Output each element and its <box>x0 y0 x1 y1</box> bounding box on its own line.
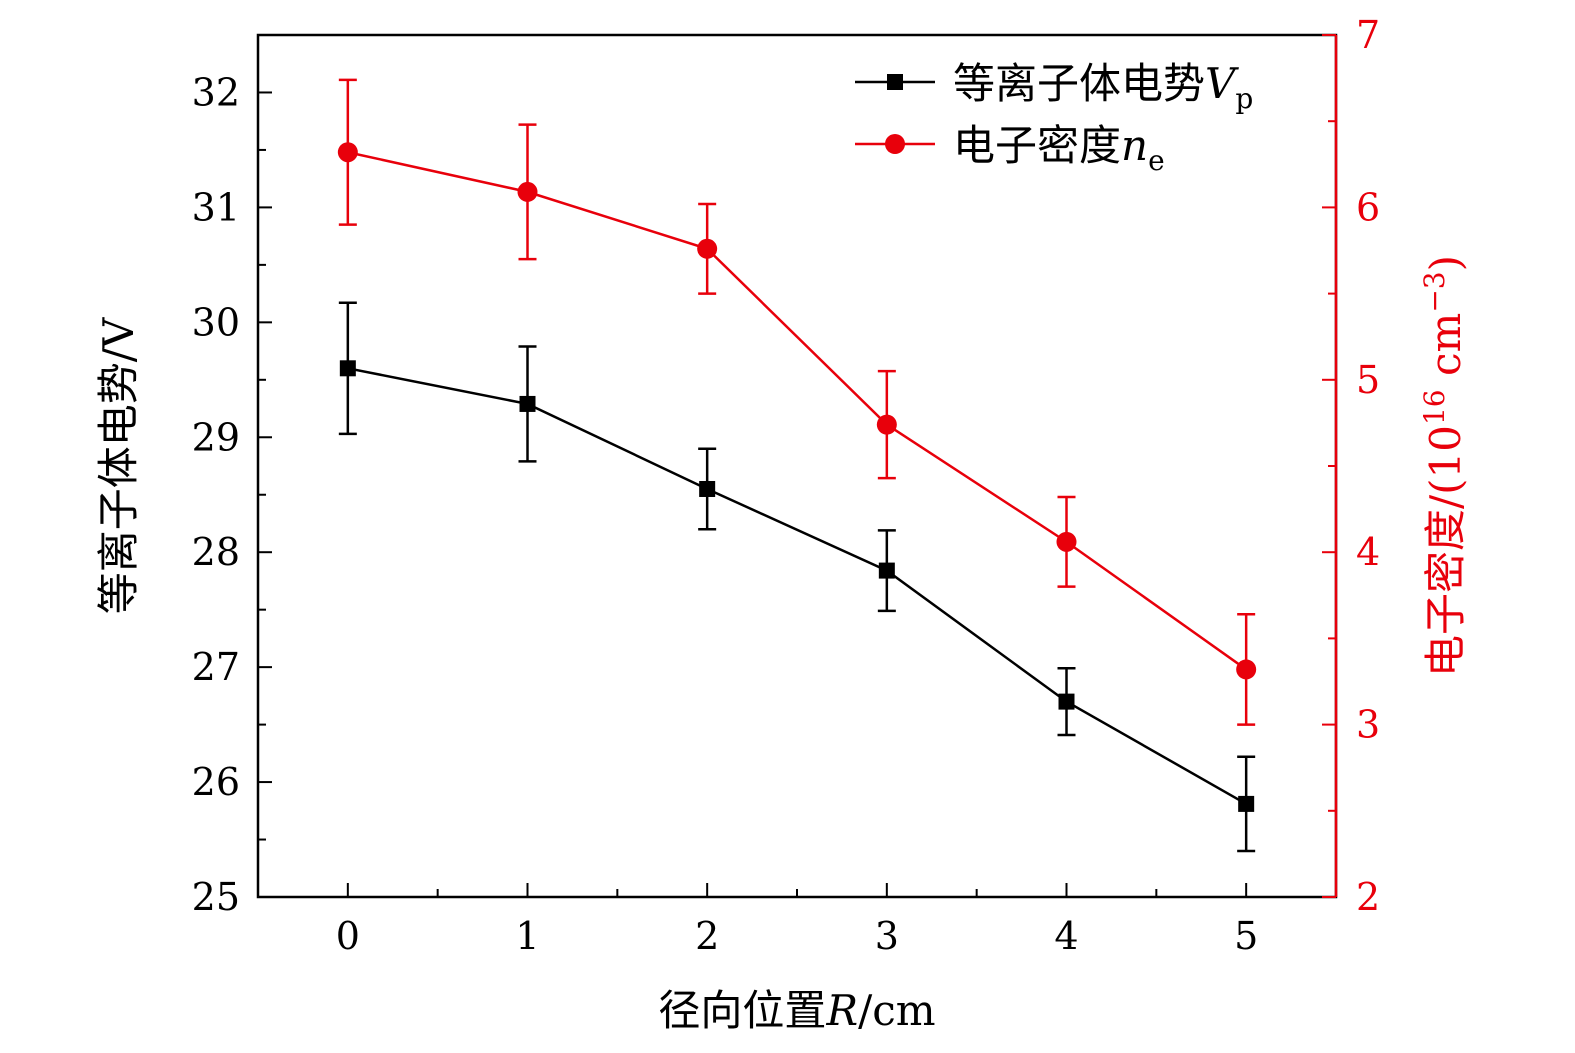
data-point-density <box>517 181 538 202</box>
data-point-potential <box>339 360 356 377</box>
y-left-tick-label: 30 <box>192 300 240 344</box>
x-axis-label: 径向位置R/cm <box>658 986 935 1035</box>
y-left-tick-label: 27 <box>192 645 240 689</box>
plot-frame <box>256 33 1338 899</box>
y-right-tick-label: 4 <box>1356 530 1380 574</box>
legend-marker-density <box>885 134 905 154</box>
data-point-potential <box>1238 795 1255 812</box>
y-right-tick-label: 7 <box>1356 13 1380 57</box>
x-tick-label: 2 <box>695 914 719 958</box>
data-point-density <box>337 142 358 163</box>
data-point-potential <box>878 562 895 579</box>
data-point-potential <box>1058 693 1075 710</box>
y-right-tick-label: 3 <box>1356 703 1380 747</box>
data-point-density <box>1056 531 1077 552</box>
series-line-potential <box>347 367 1247 805</box>
y-right-axis-label: 电子密度/(1016 cm−3) <box>1418 255 1470 677</box>
series-line-density <box>347 151 1247 671</box>
x-tick-label: 3 <box>875 914 899 958</box>
y-left-tick-label: 28 <box>192 530 240 574</box>
legend-label-density: 电子密度ne <box>953 121 1165 177</box>
y-left-tick-label: 31 <box>192 185 240 229</box>
y-left-axis-label: 等离子体电势/V <box>94 317 143 614</box>
y-right-tick-label: 5 <box>1356 358 1380 402</box>
data-point-density <box>1236 659 1257 680</box>
legend-label-potential: 等离子体电势Vp <box>953 59 1253 115</box>
data-point-density <box>876 414 897 435</box>
y-right-tick-label: 6 <box>1356 185 1380 229</box>
y-left-tick-label: 29 <box>192 415 240 459</box>
data-point-potential <box>699 480 716 497</box>
data-point-potential <box>519 395 536 412</box>
y-left-tick-label: 25 <box>192 875 240 919</box>
y-right-tick-label: 2 <box>1356 875 1380 919</box>
x-tick-label: 0 <box>336 914 360 958</box>
x-tick-label: 4 <box>1054 914 1078 958</box>
x-tick-label: 1 <box>515 914 539 958</box>
y-left-tick-label: 26 <box>192 760 240 804</box>
x-tick-label: 5 <box>1234 914 1258 958</box>
legend-marker-potential <box>887 74 903 90</box>
data-point-density <box>697 238 718 259</box>
y-left-tick-label: 32 <box>192 70 240 114</box>
